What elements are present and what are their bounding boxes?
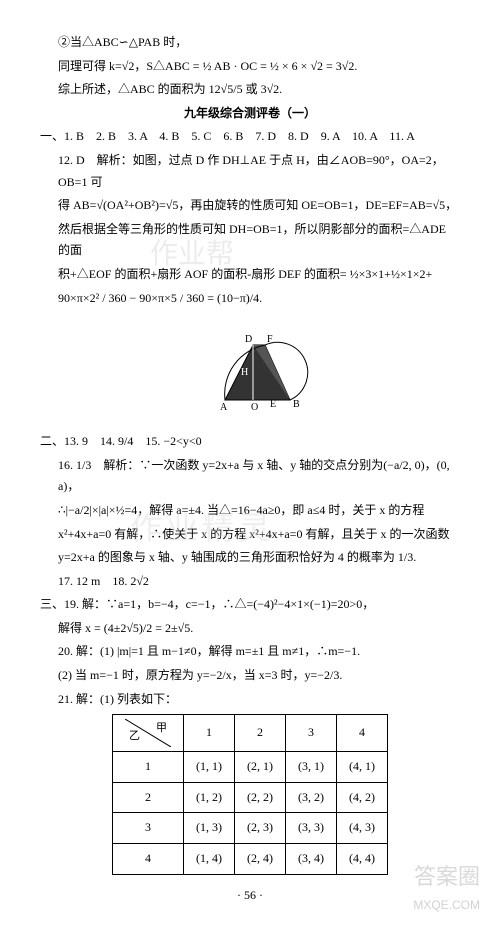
s3-l19b: 解得 x = (4±2√5)/2 = 2±√5. <box>40 618 460 640</box>
s2-l17: 17. 12 m 18. 2√2 <box>40 571 460 593</box>
row-header: 3 <box>113 813 184 844</box>
label-O: O <box>251 402 258 413</box>
section1: 一、1. B 2. B 3. A 4. B 5. C 6. B 7. D 8. … <box>40 126 460 148</box>
label-H: H <box>241 367 248 378</box>
s3-l19a: 19. 解：∵a=1，b=−4，c=−1，∴△=(−4)²−4×1×(−1)=2… <box>64 597 374 611</box>
table-cell: (2, 2) <box>235 782 286 813</box>
label-F: F <box>267 334 273 345</box>
table-cell: (3, 4) <box>286 844 337 875</box>
table-cell: (4, 4) <box>337 844 388 875</box>
diag-top: 甲 <box>156 719 167 739</box>
section1-label: 一、 <box>40 129 64 143</box>
section-title: 九年级综合测评卷（一） <box>40 103 460 125</box>
s3-l20b: (2) 当 m=−1 时，原方程为 y=−2/x，当 x=3 时，y=−2/3. <box>40 665 460 687</box>
label-E: E <box>270 399 276 410</box>
section2-label: 二、 <box>40 434 64 448</box>
watermark-3: MXQE.COM <box>413 895 480 917</box>
s3-l20a: 20. 解：(1) |m|=1 且 m−1≠0，解得 m=±1 且 m≠1，∴m… <box>40 641 460 663</box>
intro-line-1: ②当△ABC∽△PAB 时， <box>40 32 460 54</box>
page-number: · 56 · <box>40 885 460 907</box>
col-header: 3 <box>286 715 337 752</box>
table-cell: (1, 3) <box>184 813 235 844</box>
table-cell: (2, 3) <box>235 813 286 844</box>
s2-l13: 13. 9 14. 9/4 15. −2<y<0 <box>64 434 202 448</box>
q12-l5: 90×π×2² / 360 − 90×π×5 / 360 = (10−π)/4. <box>40 288 460 310</box>
section2: 二、13. 9 14. 9/4 15. −2<y<0 <box>40 431 460 453</box>
table-cell: (4, 2) <box>337 782 388 813</box>
q12-l1: 12. D 解析：如图，过点 D 作 DH⊥AE 于点 H，由∠AOB=90°，… <box>40 150 460 193</box>
table-cell: (2, 1) <box>235 752 286 783</box>
q12-l2: 得 AB=√(OA²+OB²)=√5，再由旋转的性质可知 OE=OB=1，DE=… <box>40 195 460 217</box>
table-cell: (3, 3) <box>286 813 337 844</box>
table-cell: (4, 1) <box>337 752 388 783</box>
label-A: A <box>220 402 228 413</box>
row-header: 1 <box>113 752 184 783</box>
table-cell: (2, 4) <box>235 844 286 875</box>
row-header: 4 <box>113 844 184 875</box>
intro-line-2: 同理可得 k=√2，S△ABC = ½ AB · OC = ½ × 6 × √2… <box>40 56 460 78</box>
diag-bot: 乙 <box>129 727 140 747</box>
section3: 三、19. 解：∵a=1，b=−4，c=−1，∴△=(−4)²−4×1×(−1)… <box>40 594 460 616</box>
col-header: 2 <box>235 715 286 752</box>
table-cell: (3, 2) <box>286 782 337 813</box>
probability-table: 甲 乙 1 2 3 4 1 (1, 1) (2, 1) (3, 1) (4, 1… <box>112 714 388 874</box>
table-cell: (1, 2) <box>184 782 235 813</box>
table-cell: (3, 1) <box>286 752 337 783</box>
watermark-2: 答案圈 <box>414 857 480 897</box>
section3-label: 三、 <box>40 597 64 611</box>
watermark-4: 作业精灵 <box>130 500 274 558</box>
col-header: 4 <box>337 715 388 752</box>
row-header: 2 <box>113 782 184 813</box>
q12-l3: 然后根据全等三角形的性质可知 DH=OB=1，所以阴影部分的面积=△ADE 的面 <box>40 219 460 262</box>
geometry-diagram: A B O E D F H <box>185 315 315 425</box>
diag-header-cell: 甲 乙 <box>113 715 184 752</box>
table-cell: (4, 3) <box>337 813 388 844</box>
table-cell: (1, 4) <box>184 844 235 875</box>
label-B: B <box>293 399 300 410</box>
table-cell: (1, 1) <box>184 752 235 783</box>
intro-line-3: 综上所述，△ABC 的面积为 12√5/5 或 3√2. <box>40 79 460 101</box>
q12-l4: 积+△EOF 的面积+扇形 AOF 的面积-扇形 DEF 的面积= ½×3×1+… <box>40 264 460 286</box>
answers-line: 1. B 2. B 3. A 4. B 5. C 6. B 7. D 8. D … <box>64 129 415 143</box>
s3-l21: 21. 解：(1) 列表如下： <box>40 689 460 711</box>
col-header: 1 <box>184 715 235 752</box>
s2-l16a: 16. 1/3 解析：∵一次函数 y=2x+a 与 x 轴、y 轴的交点分别为(… <box>40 455 460 498</box>
label-D: D <box>245 334 252 345</box>
